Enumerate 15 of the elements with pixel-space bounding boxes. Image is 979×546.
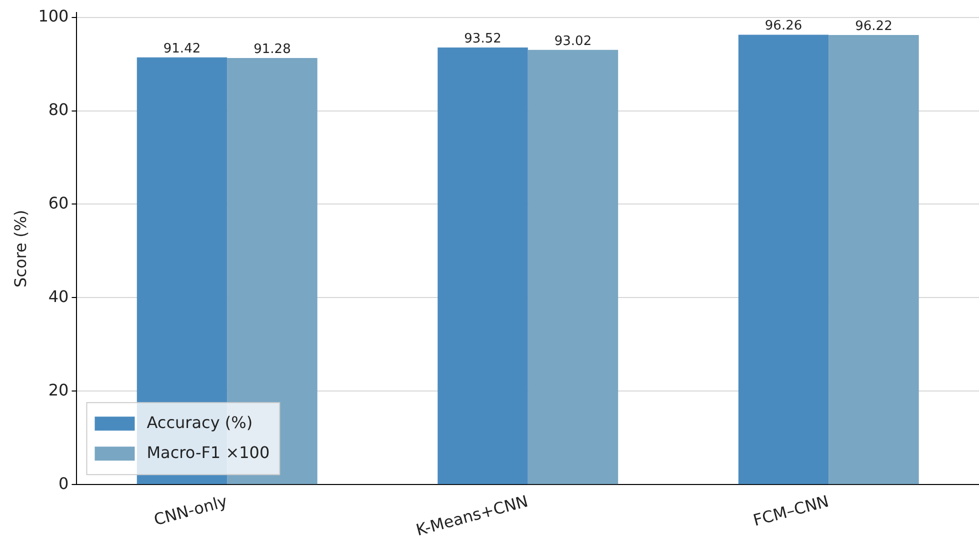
data-label: 91.42 [163, 41, 201, 56]
y-tick-label: 60 [48, 193, 69, 212]
legend-label: Accuracy (%) [146, 412, 253, 432]
legend-label: Macro-F1 ×100 [146, 442, 270, 462]
y-tick-label: 0 [58, 474, 69, 493]
data-label: 91.28 [254, 42, 291, 57]
y-axis-title: Score (%) [10, 210, 30, 288]
data-label: 93.52 [464, 31, 502, 46]
y-tick-label: 100 [38, 6, 69, 26]
y-tick-label: 20 [48, 380, 69, 400]
data-label: 96.22 [855, 18, 892, 34]
data-label: 93.02 [554, 34, 592, 49]
data-label: 96.26 [764, 18, 802, 34]
y-tick-label: 80 [48, 100, 69, 119]
y-tick-label: 40 [48, 286, 69, 306]
